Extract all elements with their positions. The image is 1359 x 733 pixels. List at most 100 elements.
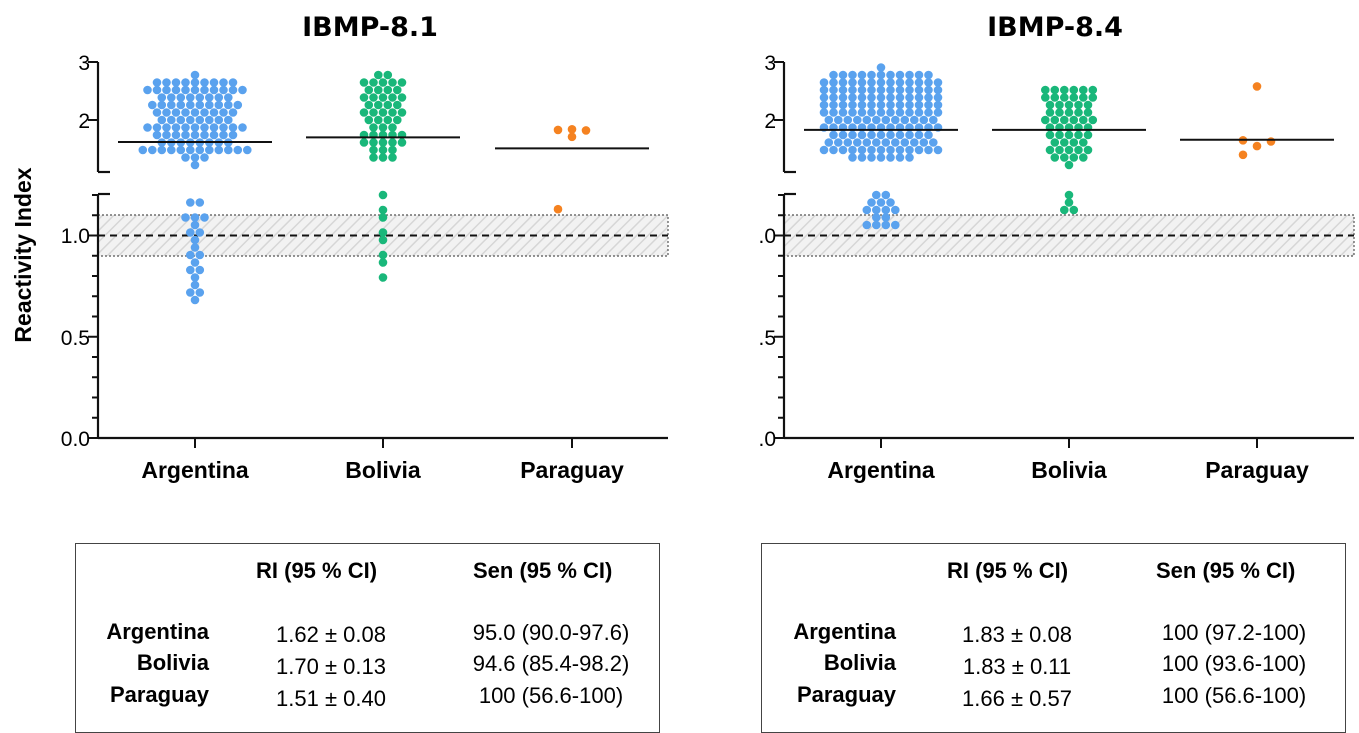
data-point [167,115,176,125]
data-point [228,78,238,87]
data-point [190,160,200,170]
data-point [378,258,388,267]
data-point [1069,115,1079,125]
data-point [867,153,876,162]
data-point [905,100,914,110]
data-point [867,93,876,102]
data-point [1060,205,1069,215]
data-point [378,273,388,282]
data-point [857,145,867,155]
data-point [186,198,195,207]
data-point [200,85,209,95]
y-tick-label: 3 [764,52,776,75]
data-point [214,145,224,155]
data-point [138,145,148,155]
data-point [181,78,190,87]
data-point [209,123,219,132]
data-point [857,78,867,87]
data-point [867,78,876,87]
data-point [1069,138,1079,147]
data-point [853,115,862,125]
y-axis-label: Reactivity Index [10,167,36,342]
data-point [1252,141,1262,151]
data-point [843,138,853,147]
data-point [891,220,900,230]
data-point [238,85,247,95]
data-point [209,78,219,87]
data-point [1083,100,1093,110]
data-point [233,145,243,155]
data-point [553,125,563,135]
summary-table-ibmp-8-4: RI (95 % CI) Sen (95 % CI) Argentina 1.8… [761,543,1346,733]
data-point [359,78,369,87]
data-point [1045,108,1055,117]
data-point [1050,93,1060,102]
data-point [848,130,857,140]
data-point [567,132,577,142]
table-row-name: Bolivia [136,650,209,675]
data-point [933,145,943,155]
table-header-sen: Sen (95 % CI) [1156,558,1296,583]
data-point [176,145,186,155]
data-point [900,138,910,147]
data-point [369,145,378,155]
table-cell-sen: 100 (93.6-100) [1161,651,1307,676]
data-point [369,153,378,162]
data-point [905,108,914,117]
data-point [1069,205,1079,215]
table-header-ri: RI (95 % CI) [947,558,1069,583]
data-point [378,93,388,102]
data-point [176,115,186,125]
data-point [905,78,914,87]
data-point [895,93,905,102]
data-point [848,145,857,155]
data-point [228,108,238,117]
table-cell-ri: 1.70 ± 0.13 [276,654,386,679]
y-tick-label: 2 [78,110,90,133]
data-point [359,93,369,102]
data-point [397,108,407,117]
table-row-name: Argentina [793,619,896,644]
data-point [1079,85,1088,95]
data-point [1079,93,1088,102]
chart-title: IBMP-8.1 [302,12,438,43]
mean-lines [804,128,1334,141]
table-cell-ri: 1.83 ± 0.08 [962,622,1072,647]
data-point [886,78,895,87]
data-point [181,123,190,132]
data-point [838,70,848,80]
data-point [228,85,238,95]
data-point [209,85,219,95]
data-point [383,100,393,110]
data-point [1064,108,1074,117]
data-point [190,243,200,252]
data-point [905,85,914,95]
data-point [152,85,162,95]
data-point [914,108,924,117]
data-point [862,205,872,215]
data-point [872,213,881,222]
data-point [819,108,829,117]
data-point [933,85,943,95]
data-point [219,108,228,117]
data-point [929,115,938,125]
data-point [162,108,171,117]
data-point [181,153,190,162]
data-point [876,85,886,95]
data-point [378,138,388,147]
data-point [1238,150,1248,160]
data-point [1055,145,1064,155]
data-point [910,115,919,125]
data-point [1079,115,1088,125]
data-point [393,115,402,125]
data-point [829,93,838,102]
data-point [819,100,829,110]
data-point [186,228,195,237]
data-point [1041,93,1050,102]
data-point [895,85,905,95]
data-point [205,115,214,125]
data-point [933,78,943,87]
data-point [200,123,209,132]
x-tick-label-paraguay: Paraguay [520,457,624,483]
data-point [857,130,867,140]
